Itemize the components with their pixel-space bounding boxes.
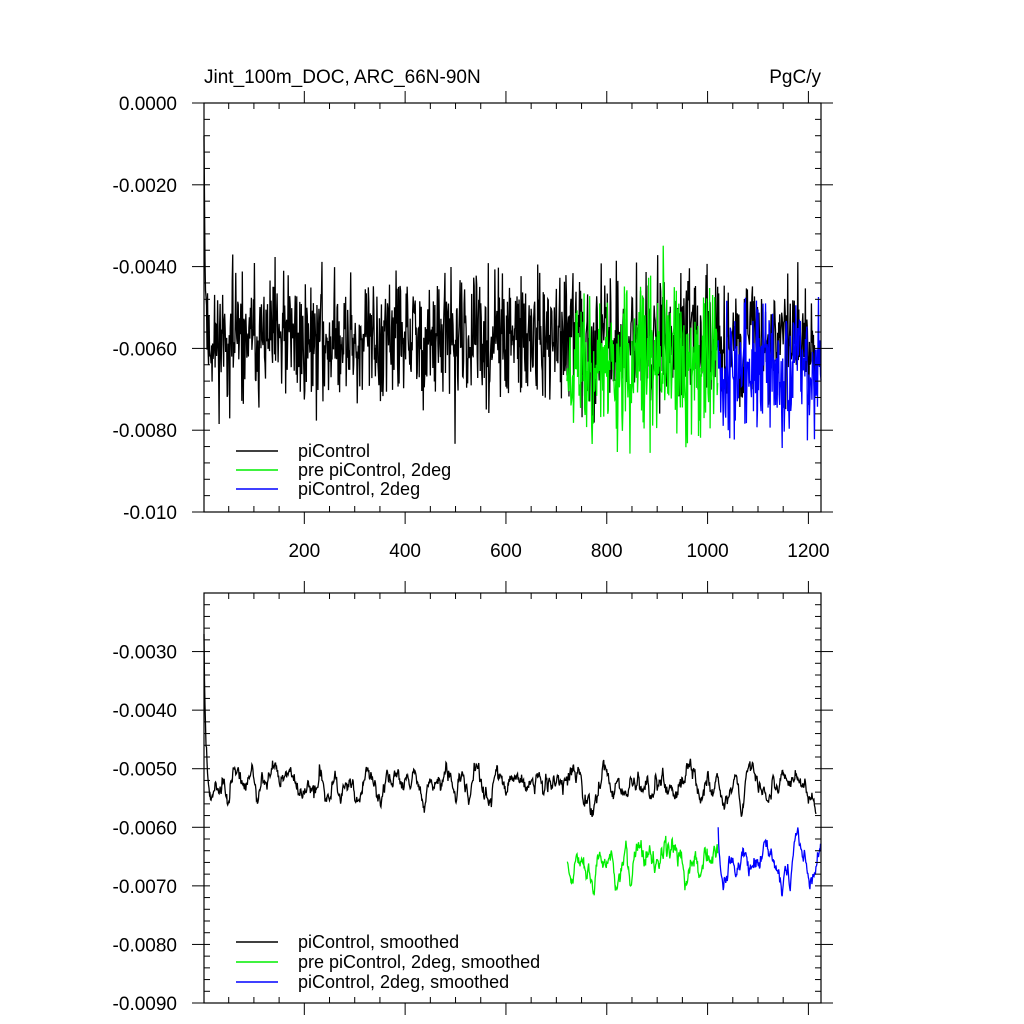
y-tick-label: -0.0060: [113, 818, 177, 839]
y-tick-label: -0.0080: [113, 935, 177, 956]
y-tick-label: -0.0050: [113, 760, 177, 781]
legend-label-3: piControl, 2deg: [298, 479, 420, 499]
y-tick-label: -0.0030: [113, 643, 177, 664]
series-line-2: [566, 245, 719, 454]
legend-label-3: piControl, 2deg, smoothed: [298, 972, 509, 992]
y-tick-label: 0.0000: [119, 94, 177, 115]
legend-label-2: pre piControl, 2deg: [298, 460, 451, 480]
chart-panel-bottom: -0.0030 -0.0040 -0.0050 -0.0060 -0.0070 -0.00…: [113, 581, 833, 1015]
panel-1-title-left: Jint_100m_DOC, ARC_66N-90N: [204, 67, 481, 88]
plot-frame: [203, 592, 822, 1004]
y-tick-label: -0.0040: [113, 701, 177, 722]
x-tick-label: 1000: [686, 541, 728, 562]
panel-1-title-right: PgC/y: [769, 67, 821, 88]
x-tick-label: 600: [490, 541, 522, 562]
y-tick-label: -0.0040: [113, 258, 177, 279]
y-tick-label: -0.0070: [113, 877, 177, 898]
y-tick-label: -0.0020: [113, 176, 177, 197]
y-tick-label: -0.010: [123, 503, 177, 524]
y-tick-label: -0.0080: [113, 421, 177, 442]
x-tick-label: 400: [389, 541, 421, 562]
legend-label-2: pre piControl, 2deg, smoothed: [298, 952, 540, 972]
series-line-3: [717, 827, 822, 897]
x-tick-label: 1200: [787, 541, 829, 562]
plot-frame: [203, 102, 822, 513]
chart-panel-top: 200 400 600 800 1000 1200 0.0000 -0.0020 -0.0040…: [113, 91, 833, 562]
x-tick-label: 800: [591, 541, 623, 562]
y-tick-label: -0.0090: [113, 994, 177, 1015]
legend-label-1: piControl: [298, 441, 370, 461]
series-line-1: [203, 633, 817, 818]
series-line-3: [717, 296, 822, 448]
x-tick-label: 200: [288, 541, 320, 562]
y-tick-label: -0.0060: [113, 339, 177, 360]
series-line-2: [566, 835, 719, 896]
legend-label-1: piControl, smoothed: [298, 932, 459, 952]
